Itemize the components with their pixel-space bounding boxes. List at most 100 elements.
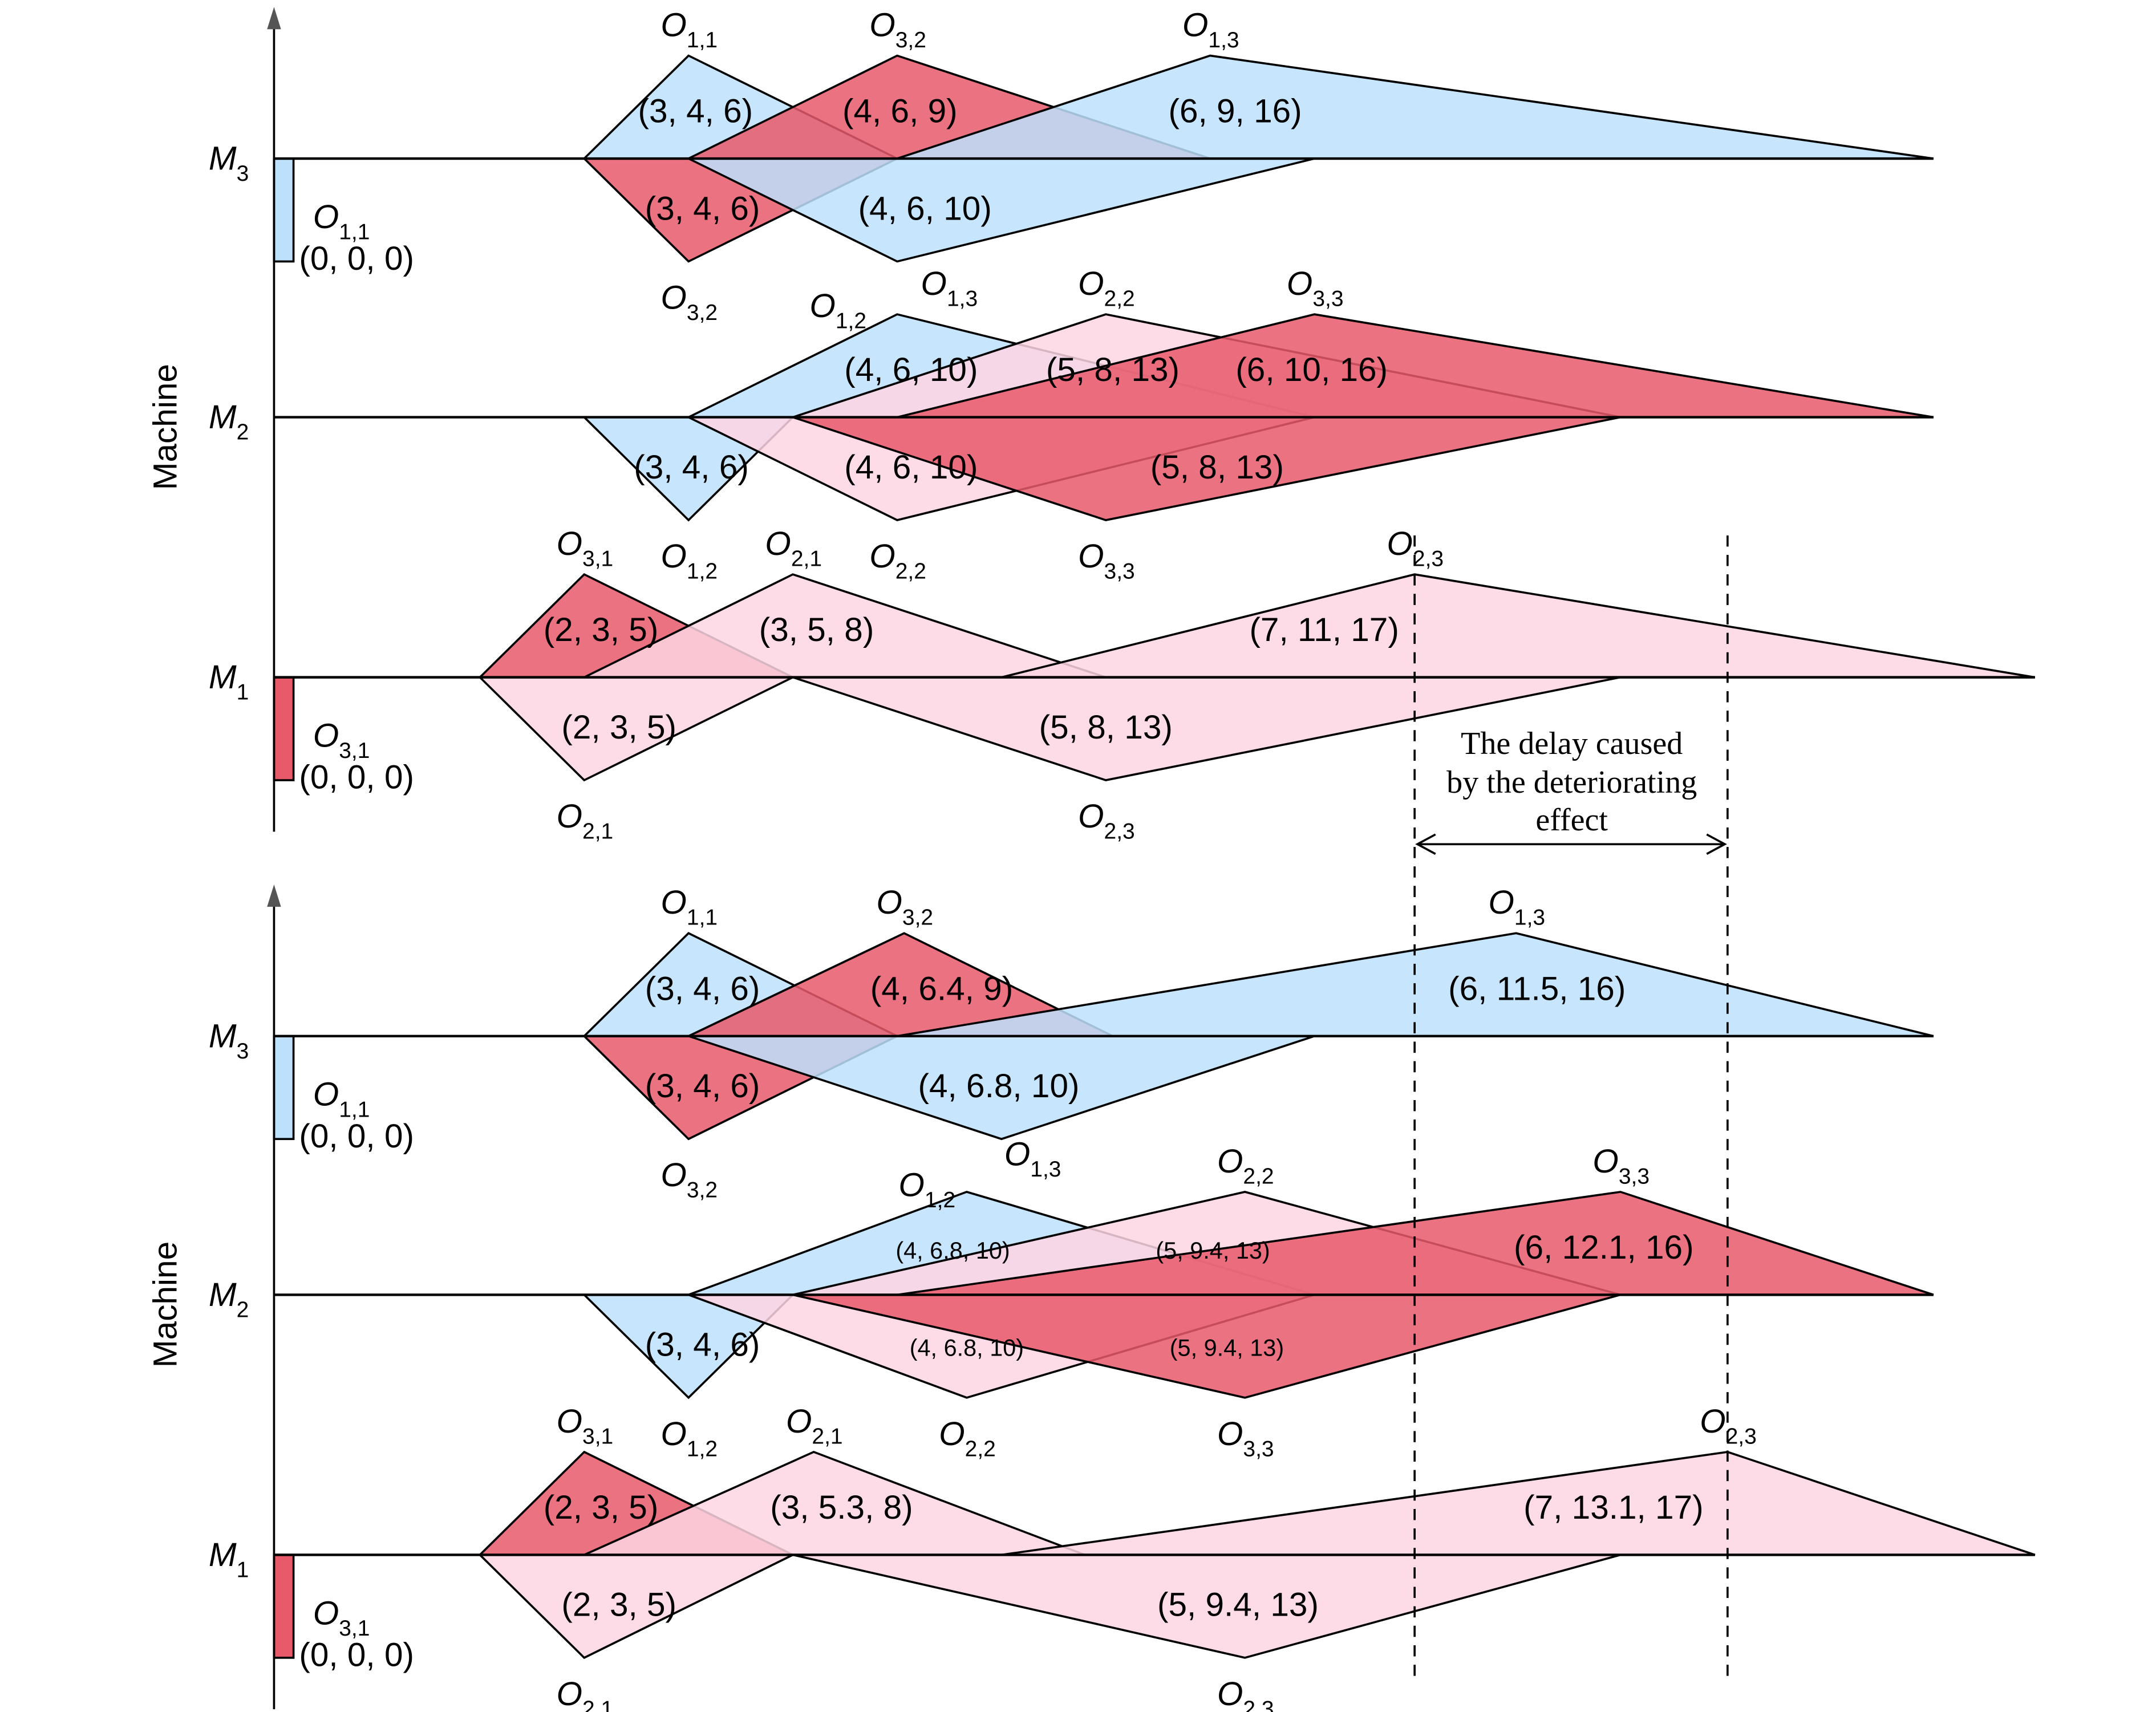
op-label: O2,3 <box>1387 525 1444 571</box>
op-label-sub: 2,2 <box>895 559 926 583</box>
op-label-sub: 1,1 <box>339 1097 370 1122</box>
op-label-sub: 1,2 <box>925 1188 955 1212</box>
op-label-sub: 3,1 <box>582 1424 613 1449</box>
op-label: O3,1 <box>556 525 613 571</box>
op-label-name: O <box>1078 265 1104 302</box>
op-label-sub: 1,1 <box>687 906 718 930</box>
operation-shapes <box>273 54 2036 1660</box>
op-label-name: O <box>556 525 582 562</box>
op-label-sub: 3,3 <box>1104 559 1135 583</box>
fuzzy-time-label: (6, 9, 16) <box>1168 93 1302 130</box>
op-label: O1,3 <box>1182 6 1239 52</box>
fuzzy-time-label: (6, 12.1, 16) <box>1514 1229 1694 1266</box>
op-label-name: O <box>556 1403 582 1440</box>
op-label: O3,2 <box>660 1157 718 1203</box>
delay-arrow-right-head-icon <box>1706 833 1727 855</box>
op-label: O2,1 <box>765 525 822 571</box>
delay-arrow-left-head-icon <box>1415 833 1436 855</box>
op-label-sub: 1,1 <box>339 220 370 244</box>
op-label: O3,2 <box>660 279 718 325</box>
op-label: O3,1 <box>556 1403 613 1449</box>
fuzzy-time-label: (5, 9.4, 13) <box>1156 1237 1270 1264</box>
fuzzy-time-label: (5, 9.4, 13) <box>1157 1587 1319 1624</box>
op-label: O2,3 <box>1700 1403 1757 1449</box>
op-label: O3,2 <box>876 884 933 930</box>
machine-sub: 2 <box>237 1297 249 1322</box>
fuzzy-time-label: (4, 6.8, 10) <box>918 1068 1080 1105</box>
op-label: O2,1 <box>556 1676 613 1712</box>
op-1-1-start-bar <box>273 157 295 263</box>
fuzzy-time-label: (3, 4, 6) <box>645 190 760 227</box>
op-label-name: O <box>1592 1143 1619 1180</box>
op-label-name: O <box>921 265 947 302</box>
op-label: O1,1 <box>660 6 718 52</box>
op-label: O1,1 <box>313 1076 370 1122</box>
op-label-name: O <box>1387 525 1413 562</box>
op-label-name: O <box>1700 1403 1726 1440</box>
op-label: O2,2 <box>869 538 926 584</box>
op-label-name: O <box>809 287 836 324</box>
op-label-sub: 2,2 <box>1104 287 1135 311</box>
op-label-name: O <box>1078 798 1104 835</box>
op-label-sub: 2,1 <box>582 820 613 844</box>
op-label-sub: 1,1 <box>687 28 718 52</box>
machine-name: M <box>209 1536 237 1573</box>
op-label-name: O <box>765 525 791 562</box>
fuzzy-time-label: (4, 6.8, 10) <box>910 1334 1024 1361</box>
op-label-name: O <box>1217 1676 1243 1712</box>
op-label-sub: 3,3 <box>1243 1437 1274 1461</box>
op-label: O2,1 <box>786 1403 843 1449</box>
op-label-sub: 3,1 <box>582 547 613 571</box>
op-label-name: O <box>660 6 687 43</box>
annotation-line-3: effect <box>1535 802 1608 838</box>
op-label-sub: 2,1 <box>791 547 822 571</box>
machine-label-m1: M1 <box>209 659 249 705</box>
operation-labels: O1,1(0, 0, 0)(3, 4, 6)O1,1(3, 4, 6)O3,2(… <box>299 6 1756 1712</box>
machine-name: M <box>209 399 237 436</box>
op-label: O3,3 <box>1078 538 1135 584</box>
op-label-name: O <box>1217 1415 1243 1453</box>
op-label-name: O <box>869 6 895 43</box>
op-label-sub: 2,3 <box>1243 1697 1274 1712</box>
machine-name: M <box>209 659 237 696</box>
deterioration-annotation: The delay caused by the deteriorating ef… <box>1413 535 1729 1683</box>
op-label-sub: 2,3 <box>1104 820 1135 844</box>
op-label: O2,2 <box>939 1415 996 1462</box>
op-label-name: O <box>1217 1143 1243 1180</box>
op-label-name: O <box>660 1415 687 1453</box>
op-label-sub: 3,3 <box>1312 287 1343 311</box>
op-label-name: O <box>786 1403 812 1440</box>
op-label: O3,2 <box>869 6 926 52</box>
op-1-3-end-triangle <box>897 54 1934 160</box>
op-label-name: O <box>1004 1136 1031 1173</box>
fuzzy-time-label: (4, 6, 10) <box>844 351 978 388</box>
op-label-name: O <box>1182 6 1209 43</box>
op-label-sub: 1,2 <box>836 309 866 334</box>
op-label: O1,2 <box>660 1415 718 1462</box>
op-label-sub: 2,2 <box>965 1437 996 1461</box>
op-label-name: O <box>660 279 687 316</box>
panel-1 <box>273 54 2036 782</box>
fuzzy-time-label: (6, 11.5, 16) <box>1448 970 1626 1007</box>
machine-name: M <box>209 1276 237 1313</box>
op-label-name: O <box>556 1676 582 1712</box>
op-label: O2,3 <box>1078 798 1135 844</box>
op-label-sub: 2,1 <box>582 1697 613 1712</box>
y-axis-label: Machine <box>147 1242 184 1368</box>
fuzzy-time-label: (0, 0, 0) <box>299 759 414 796</box>
op-label-name: O <box>313 198 339 236</box>
fuzzy-time-label: (2, 3, 5) <box>561 709 676 746</box>
op-label-name: O <box>660 1157 687 1194</box>
op-label: O1,3 <box>921 265 978 311</box>
annotation-line-2: by the deteriorating <box>1446 765 1697 800</box>
fuzzy-time-label: (7, 11, 17) <box>1249 611 1399 648</box>
machine-sub: 2 <box>237 420 249 445</box>
op-label: O3,1 <box>313 1595 370 1641</box>
fuzzy-time-label: (5, 8, 13) <box>1039 709 1173 746</box>
fuzzy-time-label: (4, 6, 10) <box>858 190 992 227</box>
fuzzy-time-label: (5, 8, 13) <box>1150 449 1284 486</box>
fuzzy-time-label: (0, 0, 0) <box>299 240 414 277</box>
y-axis-label: Machine <box>147 364 184 490</box>
op-label: O2,1 <box>556 798 613 844</box>
